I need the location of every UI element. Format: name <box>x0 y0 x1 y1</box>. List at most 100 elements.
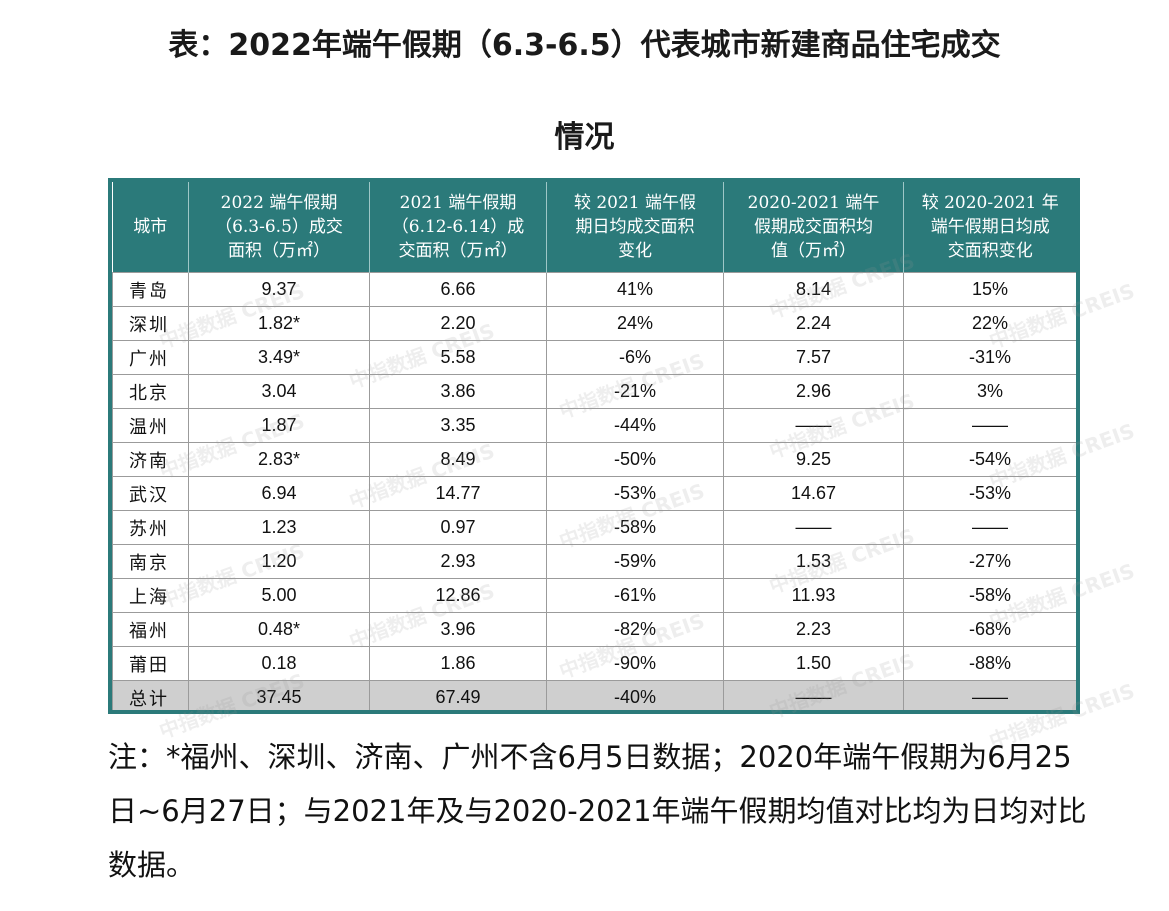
cell-area-2022: 37.45 <box>188 680 370 710</box>
cell-city: 广州 <box>112 340 189 375</box>
footnote: 注：*福州、深圳、济南、广州不含6月5日数据；2020年端午假期为6月25日~6… <box>108 740 1087 882</box>
header-2020-2021-avg: 2020-2021 端午 假期成交面积均 值（万㎡） <box>723 182 904 273</box>
header-change-vs-2020-2021: 较 2020-2021 年端午假期日均成 交面积变化 <box>903 182 1076 273</box>
table-title: 表：2022年端午假期（6.3-6.5）代表城市新建商品住宅成交 <box>168 28 1001 63</box>
table-row: 深圳 1.82* 2.20 24% 2.24 22% <box>112 306 1076 341</box>
cell-change-vs-2021: -82% <box>546 612 724 647</box>
cell-change-vs-2020-2021: —— <box>903 680 1076 710</box>
cell-area-2021: 2.20 <box>369 306 547 341</box>
cell-city: 苏州 <box>112 510 189 545</box>
header-change-vs-2021: 较 2021 端午假 期日均成交面积 变化 <box>546 182 724 273</box>
cell-change-vs-2020-2021: -68% <box>903 612 1076 647</box>
cell-change-vs-2021: -53% <box>546 476 724 511</box>
table-body: 青岛 9.37 6.66 41% 8.14 15% 深圳 1.82* 2.20 24% 2.24 22… <box>112 272 1076 710</box>
cell-area-2021: 1.86 <box>369 646 547 681</box>
cell-area-2022: 0.18 <box>188 646 370 681</box>
cell-change-vs-2021: -40% <box>546 680 724 710</box>
cell-change-vs-2020-2021: 3% <box>903 374 1076 409</box>
cell-avg-2020-2021: —— <box>723 510 904 545</box>
cell-change-vs-2020-2021: -27% <box>903 544 1076 579</box>
cell-change-vs-2020-2021: —— <box>903 408 1076 443</box>
cell-avg-2020-2021: 9.25 <box>723 442 904 477</box>
cell-change-vs-2020-2021: -31% <box>903 340 1076 375</box>
header-2022-area: 2022 端午假期 （6.3-6.5）成交 面积（万㎡） <box>188 182 370 273</box>
housing-transaction-table: 城市 2022 端午假期 （6.3-6.5）成交 面积（万㎡） 2021 端午假期（… <box>112 182 1076 710</box>
cell-city: 福州 <box>112 612 189 647</box>
cell-city: 济南 <box>112 442 189 477</box>
cell-city: 总计 <box>112 680 189 710</box>
table-row: 武汉 6.94 14.77 -53% 14.67 -53% <box>112 476 1076 511</box>
cell-area-2021: 3.86 <box>369 374 547 409</box>
cell-change-vs-2021: -6% <box>546 340 724 375</box>
cell-change-vs-2020-2021: -53% <box>903 476 1076 511</box>
cell-change-vs-2021: -90% <box>546 646 724 681</box>
cell-change-vs-2021: 41% <box>546 272 724 307</box>
table-header-row: 城市 2022 端午假期 （6.3-6.5）成交 面积（万㎡） 2021 端午假期（… <box>112 182 1076 273</box>
cell-area-2022: 6.94 <box>188 476 370 511</box>
cell-change-vs-2020-2021: —— <box>903 510 1076 545</box>
table-row: 莆田 0.18 1.86 -90% 1.50 -88% <box>112 646 1076 681</box>
cell-city: 上海 <box>112 578 189 613</box>
cell-change-vs-2021: -59% <box>546 544 724 579</box>
cell-avg-2020-2021: —— <box>723 680 904 710</box>
cell-change-vs-2021: -21% <box>546 374 724 409</box>
table-row: 温州 1.87 3.35 -44% —— —— <box>112 408 1076 443</box>
cell-avg-2020-2021: 2.96 <box>723 374 904 409</box>
cell-city: 南京 <box>112 544 189 579</box>
table-row: 苏州 1.23 0.97 -58% —— —— <box>112 510 1076 545</box>
cell-area-2022: 5.00 <box>188 578 370 613</box>
cell-avg-2020-2021: 2.24 <box>723 306 904 341</box>
cell-area-2022: 3.04 <box>188 374 370 409</box>
table-row: 北京 3.04 3.86 -21% 2.96 3% <box>112 374 1076 409</box>
cell-area-2022: 9.37 <box>188 272 370 307</box>
cell-area-2021: 12.86 <box>369 578 547 613</box>
cell-area-2022: 0.48* <box>188 612 370 647</box>
cell-area-2021: 14.77 <box>369 476 547 511</box>
cell-avg-2020-2021: 7.57 <box>723 340 904 375</box>
cell-change-vs-2021: -44% <box>546 408 724 443</box>
cell-change-vs-2020-2021: -88% <box>903 646 1076 681</box>
cell-city: 北京 <box>112 374 189 409</box>
cell-change-vs-2020-2021: -54% <box>903 442 1076 477</box>
cell-area-2021: 67.49 <box>369 680 547 710</box>
cell-avg-2020-2021: 11.93 <box>723 578 904 613</box>
cell-city: 深圳 <box>112 306 189 341</box>
cell-area-2021: 2.93 <box>369 544 547 579</box>
total-row: 总计 37.45 67.49 -40% —— —— <box>112 680 1076 710</box>
table-row: 广州 3.49* 5.58 -6% 7.57 -31% <box>112 340 1076 375</box>
cell-area-2021: 3.35 <box>369 408 547 443</box>
cell-area-2022: 1.82* <box>188 306 370 341</box>
cell-city: 青岛 <box>112 272 189 307</box>
cell-change-vs-2020-2021: -58% <box>903 578 1076 613</box>
cell-change-vs-2021: -50% <box>546 442 724 477</box>
data-table-container: 城市 2022 端午假期 （6.3-6.5）成交 面积（万㎡） 2021 端午假期（… <box>108 178 1080 714</box>
table-row: 南京 1.20 2.93 -59% 1.53 -27% <box>112 544 1076 579</box>
table-row: 青岛 9.37 6.66 41% 8.14 15% <box>112 272 1076 307</box>
cell-change-vs-2020-2021: 15% <box>903 272 1076 307</box>
cell-avg-2020-2021: —— <box>723 408 904 443</box>
table-row: 济南 2.83* 8.49 -50% 9.25 -54% <box>112 442 1076 477</box>
cell-change-vs-2021: -61% <box>546 578 724 613</box>
cell-area-2021: 8.49 <box>369 442 547 477</box>
cell-avg-2020-2021: 1.53 <box>723 544 904 579</box>
cell-change-vs-2021: 24% <box>546 306 724 341</box>
cell-area-2022: 1.87 <box>188 408 370 443</box>
cell-area-2021: 3.96 <box>369 612 547 647</box>
cell-area-2022: 3.49* <box>188 340 370 375</box>
table-row: 上海 5.00 12.86 -61% 11.93 -58% <box>112 578 1076 613</box>
header-city: 城市 <box>112 182 189 273</box>
cell-area-2021: 5.58 <box>369 340 547 375</box>
cell-change-vs-2021: -58% <box>546 510 724 545</box>
cell-area-2022: 1.20 <box>188 544 370 579</box>
header-2021-area: 2021 端午假期 （6.12-6.14）成 交面积（万㎡） <box>369 182 547 273</box>
cell-avg-2020-2021: 1.50 <box>723 646 904 681</box>
cell-avg-2020-2021: 8.14 <box>723 272 904 307</box>
table-title-continued: 情况 <box>554 120 615 155</box>
cell-city: 温州 <box>112 408 189 443</box>
cell-area-2021: 6.66 <box>369 272 547 307</box>
cell-area-2022: 2.83* <box>188 442 370 477</box>
cell-city: 莆田 <box>112 646 189 681</box>
cell-change-vs-2020-2021: 22% <box>903 306 1076 341</box>
cell-city: 武汉 <box>112 476 189 511</box>
cell-avg-2020-2021: 14.67 <box>723 476 904 511</box>
